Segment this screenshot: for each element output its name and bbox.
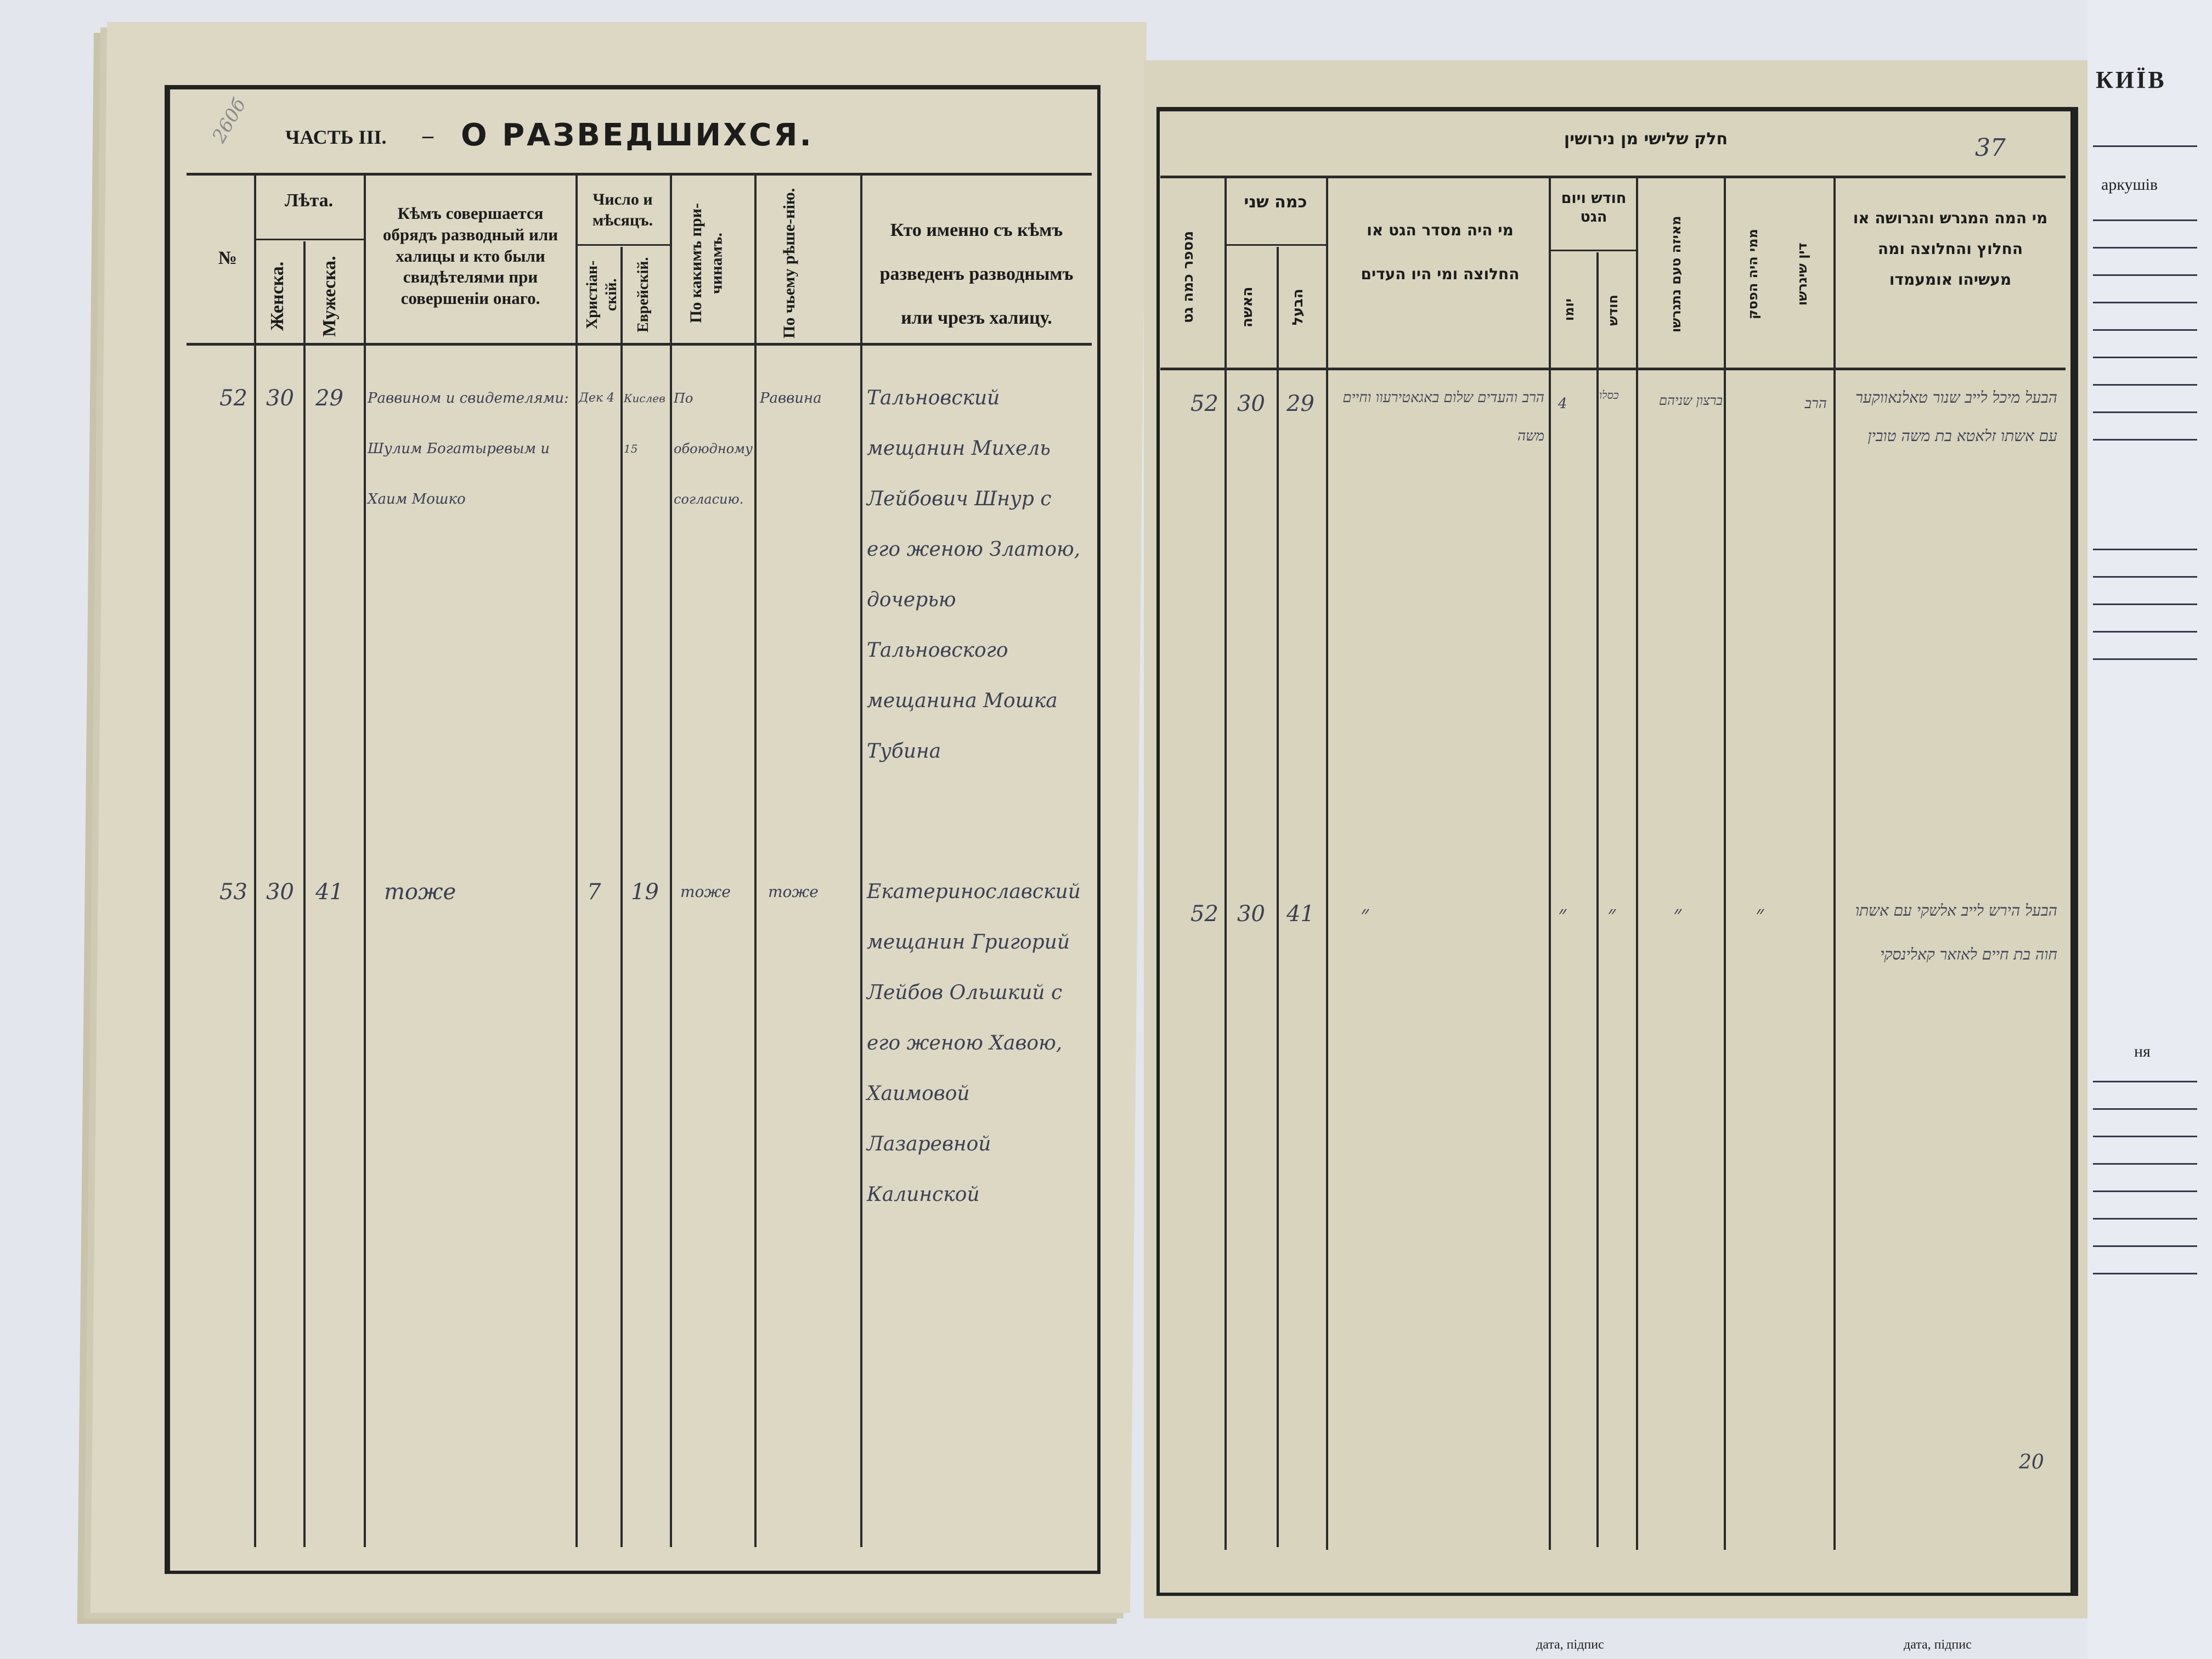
row-who: Екатеринославский мещанин Григорий Лейбо… — [867, 881, 1081, 1206]
row-month: ״ — [1607, 901, 1616, 927]
header-jewish: Еврейскій. — [635, 257, 652, 333]
row-day: ״ — [1558, 901, 1567, 927]
page-title: О РАЗВЕДШИХСЯ. — [461, 117, 814, 153]
header-heb-wife: האשה — [1239, 286, 1256, 328]
header-number: № — [218, 248, 238, 268]
header-heb-who: מי המה המגרש והגרושה או החלוץ והחלוצה ומ… — [1853, 209, 2048, 289]
header-heb-verdict: דין שיגרשו — [1795, 242, 1810, 306]
date-signature-label-1: дата, підпис — [1536, 1638, 1604, 1652]
part-label: ЧАСТЬ III. — [285, 126, 387, 148]
header-heb-month: חודש — [1605, 294, 1621, 326]
header-reasons: По какимъ при-чинамъ. — [687, 203, 726, 324]
title-dash: – — [422, 123, 433, 148]
row-christian-date: 7 — [587, 879, 601, 905]
archive-city: КИЇВ — [2096, 66, 2166, 93]
row-reason: По обоюдному согласию. — [674, 391, 753, 507]
right-page-title: חלק שלישי מן נירושין — [1564, 129, 1728, 149]
row-number: 53 — [219, 879, 247, 905]
header-heb-number: מספר כמה גט — [1180, 230, 1197, 324]
row-decision: Раввина — [760, 390, 822, 407]
header-decision: По чьему рѣше-нію. — [780, 188, 798, 339]
row-female-age: 30 — [266, 879, 294, 905]
row-by-whom: Раввином и свидетелями: Шулим Богатыревы… — [368, 390, 569, 507]
row-month: כסלו — [1599, 388, 1619, 402]
row-number: 52 — [1190, 901, 1218, 927]
header-heb-reason: מאיזה טעם נתגרשו — [1668, 216, 1684, 333]
archive-form-fragment: ня — [2134, 1042, 2151, 1060]
header-heb-day: יומו — [1561, 298, 1577, 321]
row-who: הבעל הירש לייב אלשקי עם אשתו חוה בת חיים… — [1855, 901, 2057, 963]
row-reason: ברצון שניהם — [1659, 393, 1723, 408]
right-page-frame — [1156, 107, 2078, 1596]
row-officiant: ״ — [1361, 901, 1369, 927]
row-christian-date: Дек 4 — [579, 391, 615, 405]
row-who: הבעל מיכל לייב שנור טאלנאווקער עם אשתו ז… — [1855, 388, 2057, 445]
row-who: Тальновский мещанин Михель Лейбович Шнур… — [867, 387, 1081, 763]
row-number: 52 — [219, 386, 247, 411]
header-heb-ages: כמה שני — [1244, 193, 1307, 212]
header-by-whom: Кѣмъ совершается обрядъ разводный или ха… — [382, 204, 558, 308]
row-day: 4 — [1558, 396, 1567, 412]
header-heb-date: חודש ויום הגט — [1561, 190, 1627, 225]
row-reason: тоже — [680, 883, 731, 901]
header-male: Мужеска. — [319, 256, 340, 337]
header-date: Число и мѣсяцъ. — [592, 190, 653, 229]
header-years: Лѣта. — [284, 190, 334, 211]
row-wife-age: 30 — [1237, 391, 1265, 416]
row-husband-age: 41 — [1286, 901, 1314, 927]
row-wife-age: 30 — [1237, 901, 1265, 927]
right-page — [1144, 60, 2087, 1618]
row-ruling: הרב — [1804, 396, 1827, 412]
row-female-age: 30 — [266, 386, 294, 411]
left-page-frame — [165, 85, 1101, 1574]
header-heb-ruling: ממי היה הפסק — [1745, 229, 1760, 320]
header-heb-officiant: מי היה מסדר הגט או החלוצה ומי היו העדים — [1361, 221, 1520, 283]
row-male-age: 41 — [315, 879, 343, 905]
header-female: Женска. — [267, 261, 287, 331]
row-by-whom: тоже — [384, 879, 456, 905]
bottom-number: 20 — [2019, 1451, 2044, 1474]
row-male-age: 29 — [315, 386, 343, 411]
row-jewish-date: Кислев 15 — [624, 392, 665, 455]
archive-sheets-label: аркушів — [2101, 176, 2158, 194]
row-officiant: הרב והעדים שלום באגאטירעוו וחיים משה — [1342, 390, 1544, 444]
header-who: Кто именно съ кѣмъ разведенъ разводнымъ … — [879, 220, 1074, 328]
row-number: 52 — [1190, 391, 1218, 416]
row-jewish-date: 19 — [631, 879, 659, 905]
header-christian: Христіан-скій. — [584, 260, 620, 330]
date-signature-label-2: дата, підпис — [1904, 1638, 1972, 1652]
row-reason: ״ — [1673, 901, 1682, 927]
row-ruling: ״ — [1756, 901, 1764, 927]
page-number: 37 — [1975, 134, 2006, 162]
header-heb-husband: הבעל — [1290, 289, 1306, 326]
row-decision: тоже — [768, 883, 819, 901]
row-husband-age: 29 — [1286, 391, 1314, 416]
archive-form-sheet — [2087, 0, 2212, 1659]
